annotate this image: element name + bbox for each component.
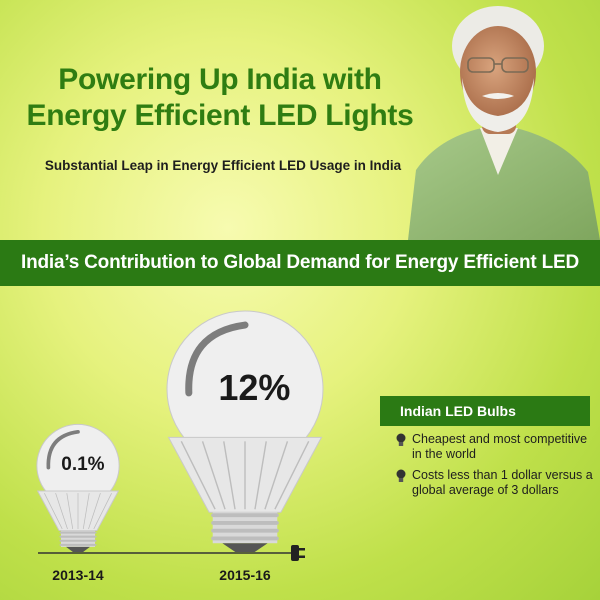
info-item: Cheapest and most competitive in the wor… bbox=[396, 432, 596, 462]
info-item: Costs less than 1 dollar versus a global… bbox=[396, 468, 596, 498]
bar-bulb bbox=[166, 310, 324, 552]
section-banner: India’s Contribution to Global Demand fo… bbox=[0, 240, 600, 286]
portrait-photo bbox=[408, 6, 600, 240]
info-list: Cheapest and most competitive in the wor… bbox=[396, 432, 596, 504]
bar-value-label: 12% bbox=[218, 366, 291, 408]
title-line-1: Powering Up India with bbox=[58, 63, 382, 96]
info-item-text: Costs less than 1 dollar versus a global… bbox=[412, 468, 593, 497]
bar-value-label: 0.1% bbox=[61, 453, 105, 475]
x-tick-label: 2015-16 bbox=[219, 567, 271, 583]
bar-bulb bbox=[36, 423, 120, 552]
info-item-text: Cheapest and most competitive in the wor… bbox=[412, 432, 588, 461]
led-demand-chart: 0.1% 2013-14 12% 2015-16 bbox=[0, 290, 600, 600]
x-tick-label: 2013-14 bbox=[52, 567, 104, 583]
bulb-bullet-icon bbox=[396, 469, 406, 487]
title-line-2: Energy Efficient LED Lights bbox=[26, 99, 414, 132]
plug-icon bbox=[291, 545, 305, 561]
page-title: Powering Up India with Energy Efficient … bbox=[20, 62, 420, 134]
bulb-bullet-icon bbox=[396, 433, 406, 451]
page-subtitle: Substantial Leap in Energy Efficient LED… bbox=[44, 158, 402, 173]
chart-svg bbox=[36, 310, 324, 561]
info-heading: Indian LED Bulbs bbox=[380, 396, 590, 426]
